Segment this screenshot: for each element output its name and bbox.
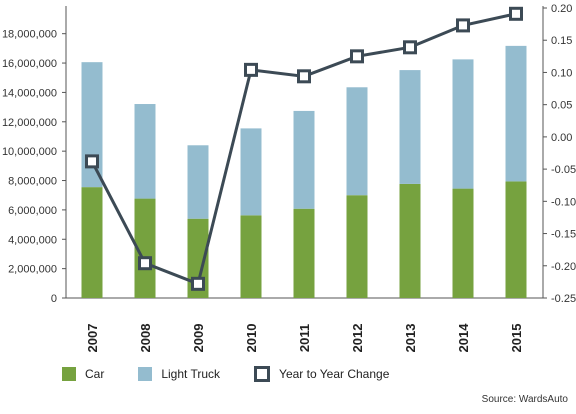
bar-light-truck-2014 [452,59,474,189]
x-tick-label: 2007 [85,324,100,353]
right-tick-label: 0.15 [551,35,572,47]
bar-light-truck-2010 [240,128,262,216]
bar-car-2013 [399,183,421,298]
left-tick-label: 10,000,000 [2,146,57,158]
right-tick-label: 0.10 [551,67,572,79]
point-change-2013 [403,40,417,55]
left-tick-label: 14,000,000 [2,87,57,99]
left-tick-label: 18,000,000 [2,29,57,41]
x-tick-label: 2009 [191,324,206,353]
source-note: Source: WardsAuto [481,394,568,405]
right-tick-label: -0.05 [551,164,576,176]
point-change-2012 [350,49,364,64]
right-tick-label: -0.10 [551,196,576,208]
point-change-2009 [191,276,205,291]
x-tick-label: 2012 [350,324,365,353]
legend-label-car: Car [85,367,105,381]
legend: Car Light Truck Year to Year Change [62,366,423,382]
bar-car-2011 [293,208,315,298]
bar-car-2008 [134,198,156,298]
right-tick-label: 0.00 [551,132,572,144]
point-change-2010 [244,62,258,77]
point-change-2011 [297,69,311,84]
right-tick-label: 0.05 [551,100,572,112]
x-tick-label: 2008 [138,324,153,353]
bar-light-truck-2007 [81,62,103,188]
bar-light-truck-2008 [134,104,156,199]
bar-light-truck-2015 [505,45,527,182]
x-tick-label: 2014 [456,323,471,353]
point-change-2008 [138,256,152,271]
legend-swatch-car [62,367,76,381]
point-change-2014 [456,18,470,33]
bar-car-2014 [452,188,474,298]
left-tick-label: 12,000,000 [2,117,57,129]
bar-car-2012 [346,195,368,298]
left-tick-label: 4,000,000 [8,234,57,246]
bar-car-2015 [505,181,527,298]
legend-marker-change [254,366,271,382]
x-tick-label: 2010 [244,324,259,353]
right-tick-label: 0.20 [551,3,572,15]
x-tick-label: 2013 [403,324,418,353]
x-tick-label: 2015 [509,324,524,353]
legend-label-change: Year to Year Change [279,367,390,381]
legend-item-car: Car [62,367,104,381]
bar-light-truck-2013 [399,70,421,184]
left-tick-label: 2,000,000 [8,264,57,276]
right-tick-label: -0.25 [551,293,576,305]
bar-car-2010 [240,215,262,298]
point-change-2015 [509,6,523,21]
x-tick-label: 2011 [297,324,312,352]
legend-swatch-light-truck [138,367,153,381]
left-tick-label: 0 [51,293,57,305]
bar-light-truck-2009 [187,145,209,219]
bar-light-truck-2012 [346,87,368,196]
right-tick-label: -0.20 [551,261,576,273]
point-change-2007 [85,154,99,169]
legend-item-light-truck: Light Truck [138,367,220,381]
legend-label-light-truck: Light Truck [161,367,221,381]
right-tick-label: -0.15 [551,229,576,241]
left-tick-label: 8,000,000 [8,176,57,188]
left-tick-label: 6,000,000 [8,205,57,217]
bar-car-2007 [81,187,103,298]
legend-item-change: Year to Year Change [254,366,389,382]
bar-light-truck-2011 [293,110,315,209]
left-tick-label: 16,000,000 [2,58,57,70]
